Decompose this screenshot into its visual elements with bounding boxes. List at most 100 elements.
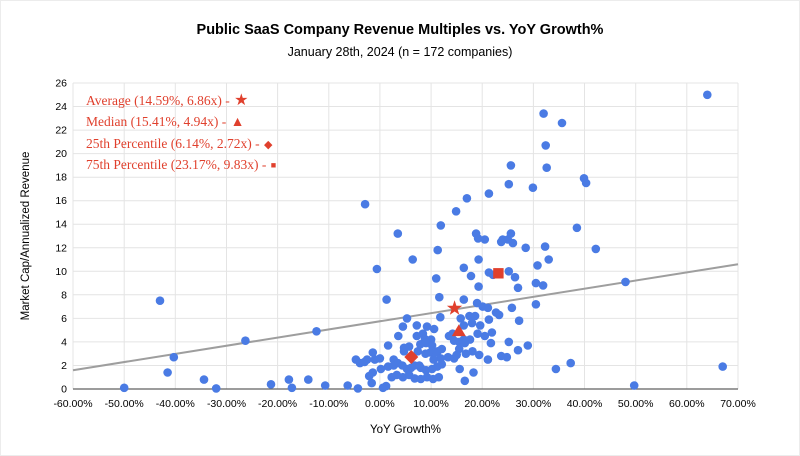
data-point <box>304 375 313 384</box>
y-tick-label: 14 <box>55 219 67 231</box>
data-point <box>521 243 530 253</box>
data-point <box>504 179 514 189</box>
data-point <box>504 267 514 276</box>
data-point <box>353 384 363 393</box>
x-tick-label: 10.00% <box>413 398 449 410</box>
data-point <box>372 264 382 274</box>
data-point <box>621 277 630 287</box>
data-point <box>459 295 469 304</box>
y-tick-label: 24 <box>55 101 67 113</box>
data-point <box>544 255 553 264</box>
data-point <box>470 311 480 321</box>
data-point <box>462 194 472 203</box>
data-point <box>504 337 514 347</box>
y-tick-label: 20 <box>55 148 67 160</box>
data-point <box>343 381 353 390</box>
x-tick-label: 40.00% <box>567 398 603 410</box>
data-point <box>437 344 447 354</box>
data-point <box>523 341 533 350</box>
data-point <box>557 118 567 128</box>
data-point <box>155 296 165 306</box>
x-tick-label: 30.00% <box>516 398 552 410</box>
data-point <box>287 383 297 393</box>
square-icon: ■ <box>270 159 277 170</box>
data-point <box>436 312 445 322</box>
data-point <box>368 348 378 357</box>
data-point <box>364 371 374 381</box>
data-point <box>506 161 516 170</box>
data-point <box>412 321 422 330</box>
data-point <box>241 336 250 346</box>
data-point <box>367 378 377 388</box>
data-point <box>566 358 575 368</box>
data-point <box>406 363 416 373</box>
data-point <box>389 361 399 370</box>
data-point <box>436 221 446 230</box>
data-point <box>422 322 432 331</box>
data-point <box>456 314 466 323</box>
data-point <box>459 321 469 330</box>
data-point <box>433 245 443 255</box>
data-point <box>514 316 524 326</box>
data-point <box>320 381 330 390</box>
data-point <box>312 327 321 336</box>
data-point <box>473 329 482 339</box>
data-point <box>460 376 470 386</box>
percentile-75-square-marker <box>493 268 504 279</box>
data-point <box>484 315 494 324</box>
legend: Average (14.59%, 6.86x) - ★ Median (15.4… <box>86 90 276 175</box>
data-point <box>473 234 483 243</box>
data-point <box>461 349 471 359</box>
star-icon: ★ <box>234 92 249 109</box>
data-point <box>413 347 423 356</box>
legend-75th-percentile: 75th Percentile (23.17%, 9.83x) - ■ <box>86 154 276 175</box>
triangle-icon: ▲ <box>230 115 245 131</box>
data-point <box>494 310 504 320</box>
data-point <box>398 361 407 370</box>
data-point <box>502 352 512 362</box>
y-tick-label: 8 <box>61 289 67 301</box>
data-point <box>383 341 393 350</box>
y-tick-label: 18 <box>55 172 67 184</box>
data-point <box>455 364 465 374</box>
x-tick-label: -60.00% <box>53 398 92 410</box>
data-point <box>496 237 506 247</box>
data-point <box>629 381 639 390</box>
data-point <box>415 361 424 370</box>
data-point <box>429 355 438 364</box>
data-point <box>486 338 496 348</box>
data-point <box>163 368 172 377</box>
legend-median: Median (15.41%, 4.94x) - ▲ <box>86 111 276 132</box>
data-point <box>451 207 461 216</box>
data-point <box>381 381 391 391</box>
data-point <box>487 328 497 337</box>
data-point <box>404 342 414 351</box>
y-tick-label: 0 <box>61 384 67 396</box>
x-tick-label: -40.00% <box>156 398 195 410</box>
data-point <box>434 372 444 382</box>
data-point <box>394 331 403 341</box>
x-tick-label: 20.00% <box>464 398 500 410</box>
data-point <box>510 272 520 282</box>
data-point <box>483 355 493 364</box>
data-point <box>427 341 437 350</box>
legend-average: Average (14.59%, 6.86x) - ★ <box>86 90 276 111</box>
data-point <box>266 380 276 389</box>
data-point <box>483 303 493 313</box>
median-triangle-marker <box>451 324 466 337</box>
chart-title: Public SaaS Company Revenue Multiples vs… <box>196 22 604 38</box>
data-point <box>468 347 477 356</box>
legend-average-label: Average (14.59%, 6.86x) - <box>86 93 234 108</box>
data-point <box>513 283 523 293</box>
legend-25th-percentile-label: 25th Percentile (6.14%, 2.72x) - <box>86 135 263 151</box>
data-point <box>398 322 408 331</box>
data-point <box>429 324 439 334</box>
x-tick-label: -20.00% <box>258 398 297 410</box>
data-point <box>211 384 221 393</box>
data-point <box>376 364 386 374</box>
data-point <box>460 338 470 348</box>
data-point <box>474 282 483 291</box>
data-point <box>452 350 462 360</box>
data-point <box>572 223 582 233</box>
